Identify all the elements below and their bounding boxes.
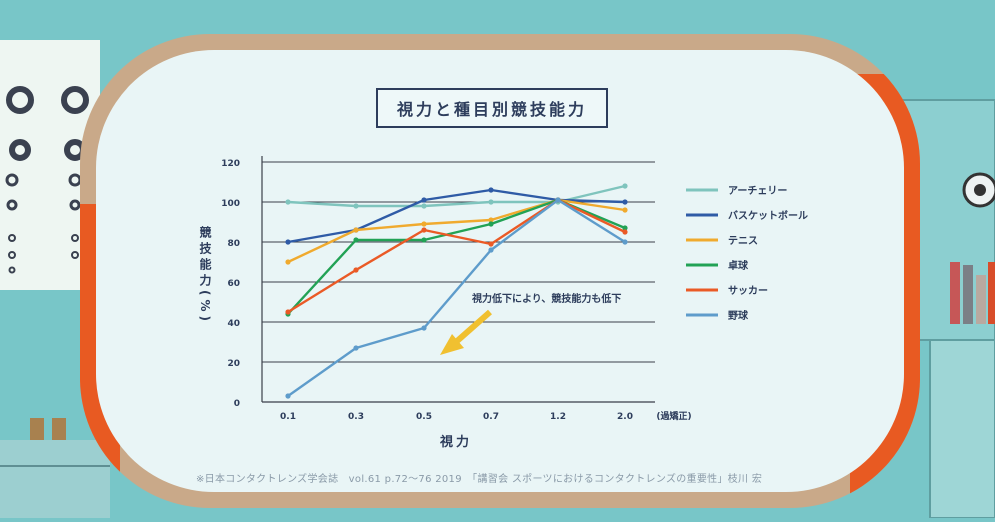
x-tick-label: 0.7 — [483, 412, 499, 422]
data-point — [353, 203, 359, 209]
data-point — [353, 267, 359, 273]
data-point — [555, 197, 561, 203]
y-tick-label: 100 — [221, 199, 240, 209]
legend-label: サッカー — [728, 285, 768, 297]
series-line — [287, 198, 626, 314]
landolt-rings-icon — [6, 86, 89, 161]
data-point — [353, 237, 359, 243]
data-point — [488, 217, 494, 223]
series-line — [287, 198, 626, 264]
data-point — [488, 199, 494, 205]
data-point — [285, 239, 291, 245]
x-axis-label: 視力 — [439, 434, 472, 450]
down-arrow-head-icon — [440, 334, 464, 355]
y-tick-label: 60 — [227, 279, 240, 289]
data-point — [622, 225, 628, 231]
series-line — [287, 198, 626, 397]
y-tick-label: 40 — [227, 319, 240, 329]
source-note: ※日本コンタクトレンズ学会誌 vol.61 p.72～76 2019 「講習会 … — [196, 474, 763, 485]
down-arrow-icon — [454, 309, 492, 345]
data-point — [285, 259, 291, 265]
chart-title: 視力と種目別競技能力 — [376, 88, 608, 128]
data-point — [488, 247, 494, 253]
legend-label: テニス — [728, 235, 758, 247]
data-point — [285, 199, 291, 205]
series-line — [287, 188, 626, 244]
legend-label: バスケットボール — [728, 209, 808, 222]
legend-label: 野球 — [728, 309, 749, 322]
x-tick-label: 0.3 — [348, 412, 364, 422]
data-point — [421, 237, 427, 243]
data-point — [622, 183, 628, 189]
data-point — [622, 199, 628, 205]
legend-label: アーチェリー — [728, 185, 787, 197]
data-point — [622, 207, 628, 213]
data-point — [488, 221, 494, 227]
y-axis-label: 競技能力(%) — [198, 225, 212, 325]
x-axis-suffix: (過矯正) — [656, 410, 691, 422]
data-point — [353, 227, 359, 233]
data-point — [421, 325, 427, 331]
y-tick-label: 80 — [227, 239, 240, 249]
y-tick-label: 20 — [227, 359, 240, 369]
x-tick-label: 0.5 — [416, 412, 432, 422]
data-point — [622, 239, 628, 245]
y-tick-label: 0 — [234, 399, 240, 409]
legend-label: 卓球 — [728, 259, 749, 272]
data-point — [421, 197, 427, 203]
x-tick-label: 0.1 — [280, 412, 296, 422]
data-point — [285, 393, 291, 399]
data-point — [285, 309, 291, 315]
data-point — [622, 229, 628, 235]
data-point — [421, 221, 427, 227]
y-tick-label: 120 — [221, 159, 240, 169]
x-tick-label: 2.0 — [617, 412, 633, 422]
data-point — [421, 227, 427, 233]
data-point — [488, 241, 494, 247]
x-tick-label: 1.2 — [550, 412, 566, 422]
data-point — [421, 203, 427, 209]
data-point — [353, 345, 359, 351]
annotation-text: 視力低下により、競技能力も低下 — [471, 292, 621, 305]
data-point — [488, 187, 494, 193]
